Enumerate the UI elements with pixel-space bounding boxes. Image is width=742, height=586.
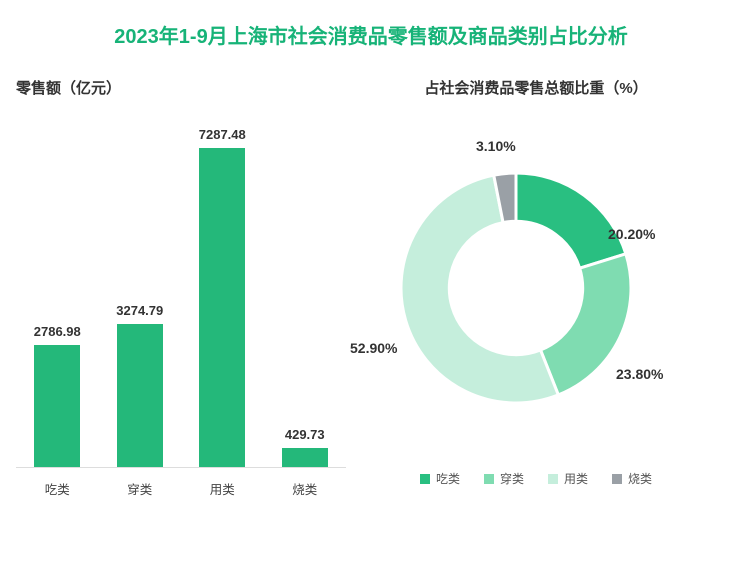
bar-value-label: 3274.79 [116,303,163,318]
bar-x-label: 穿类 [103,479,176,498]
bar-chart-subtitle: 零售额（亿元） [16,77,346,98]
legend-label: 烧类 [628,470,652,487]
page-title: 2023年1-9月上海市社会消费品零售额及商品类别占比分析 [16,20,726,49]
bar-x-label: 烧类 [268,479,341,498]
bar [117,324,163,467]
bar-column: 2786.98 [21,324,94,467]
legend-item: 吃类 [420,470,460,487]
pie-chart-panel: 占社会消费品零售总额比重（%） 20.20%23.80%52.90%3.10% … [346,77,726,498]
bar-x-label: 吃类 [21,479,94,498]
legend-swatch [612,474,622,484]
donut-chart: 20.20% 23.80% 52.90% 3.10% [346,118,686,458]
bar-plot-area: 2786.98 3274.79 7287.48 429.73 [16,118,346,468]
bar [34,345,80,467]
pie-chart-subtitle: 占社会消费品零售总额比重（%） [346,77,726,98]
pie-legend: 吃类 穿类 用类 烧类 [346,470,726,487]
legend-item: 穿类 [484,470,524,487]
bar-value-label: 429.73 [285,427,325,442]
bar [282,448,328,467]
bar-x-axis-labels: 吃类穿类用类烧类 [16,479,346,498]
donut-slice-label: 23.80% [616,366,663,382]
legend-label: 穿类 [500,470,524,487]
legend-item: 用类 [548,470,588,487]
donut-slice-label: 20.20% [608,226,655,242]
donut-slice-label: 3.10% [476,138,516,154]
bar [199,148,245,467]
legend-item: 烧类 [612,470,652,487]
bar-value-label: 2786.98 [34,324,81,339]
legend-swatch [420,474,430,484]
donut-slice [516,173,626,268]
legend-label: 吃类 [436,470,460,487]
bar-column: 3274.79 [103,303,176,467]
donut-slice-label: 52.90% [350,340,397,356]
bar-value-label: 7287.48 [199,127,246,142]
legend-swatch [548,474,558,484]
bar-x-label: 用类 [186,479,259,498]
legend-swatch [484,474,494,484]
bar-chart-panel: 零售额（亿元） 2786.98 3274.79 7287.48 429.73 吃类穿类… [16,77,346,498]
donut-svg [386,158,646,418]
bar-chart: 2786.98 3274.79 7287.48 429.73 吃类穿类用类烧类 [16,118,346,498]
bar-column: 429.73 [268,427,341,467]
legend-label: 用类 [564,470,588,487]
bar-column: 7287.48 [186,127,259,467]
chart-panels: 零售额（亿元） 2786.983274.797287.48429.73 吃类穿类… [16,77,726,498]
